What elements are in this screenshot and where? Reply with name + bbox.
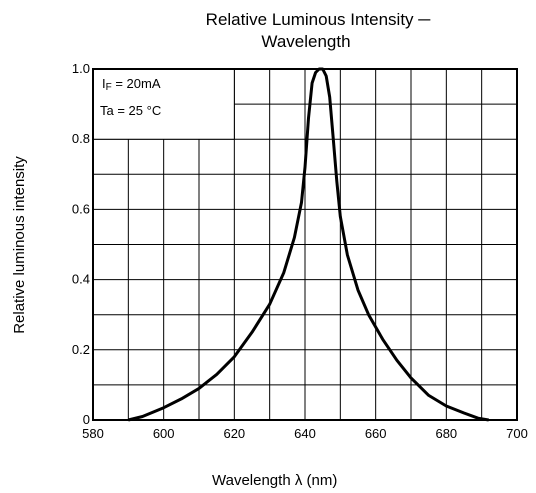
y-tick-label: 0.4	[72, 272, 90, 287]
x-tick-label: 700	[506, 426, 528, 441]
y-axis-label: Relative luminous intensity	[11, 156, 28, 334]
annotation-current-value: = 20mA	[112, 76, 161, 91]
y-tick-label: 0	[83, 412, 90, 427]
annotation-box	[94, 70, 235, 140]
annotation-current-prefix: I	[102, 76, 106, 91]
x-tick-label: 580	[82, 426, 104, 441]
plot-frame	[92, 68, 518, 421]
annotation-current-subscript: F	[106, 82, 112, 93]
annotation-temperature: Ta = 25 °C	[100, 103, 161, 118]
x-tick-label: 660	[365, 426, 387, 441]
y-tick-labels: 0 0.2 0.4 0.6 0.8 1.0	[72, 61, 90, 427]
x-tick-label: 680	[435, 426, 457, 441]
chart-title-line-1: Relative Luminous Intensity ─	[206, 10, 432, 29]
x-tick-label: 640	[294, 426, 316, 441]
y-tick-label: 0.2	[72, 342, 90, 357]
chart-title-line-2: Wavelength	[261, 32, 350, 51]
series-line	[127, 67, 489, 422]
x-tick-label: 600	[153, 426, 175, 441]
y-tick-label: 0.6	[72, 201, 90, 216]
annotation-current: IF = 20mA	[102, 76, 161, 93]
x-tick-label: 620	[223, 426, 245, 441]
y-tick-label: 0.8	[72, 131, 90, 146]
y-tick-label: 1.0	[72, 61, 90, 76]
x-tick-labels: 580 600 620 640 660 680 700	[82, 426, 528, 441]
x-axis-label: Wavelength λ (nm)	[212, 472, 337, 489]
